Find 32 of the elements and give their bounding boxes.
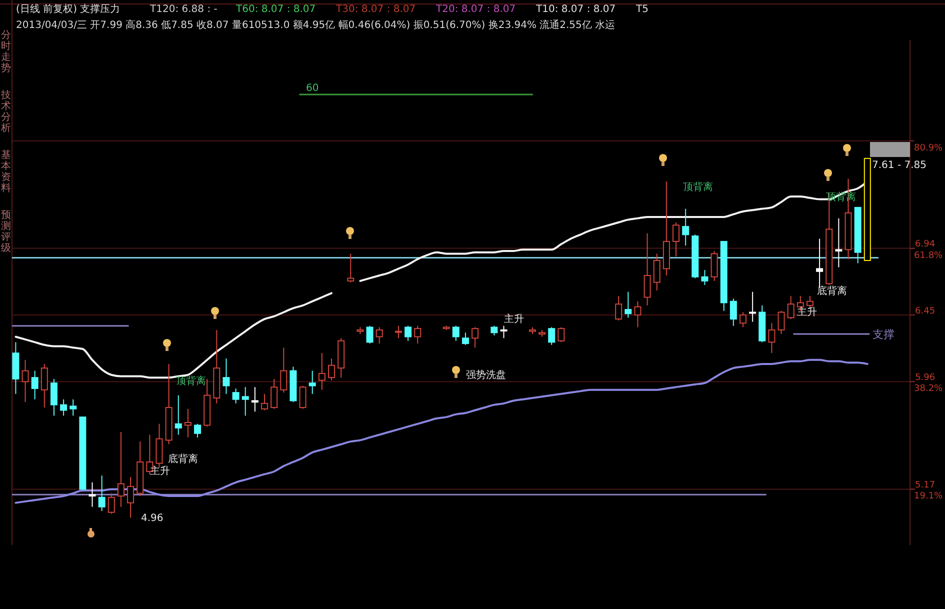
text: T20: 8.07 : 8.07 xyxy=(435,4,516,15)
annotation: 底背离 xyxy=(168,453,198,465)
annotation: 强势洗盘 xyxy=(466,369,506,381)
y-tick-label: 5.17 xyxy=(915,480,936,491)
annotation: 底背离 xyxy=(817,285,847,297)
y2-tick-label: 19.1% xyxy=(914,492,944,502)
text: T10: 8.07 : 8.07 xyxy=(535,4,616,15)
ref-line-label: 支撑 xyxy=(872,328,895,342)
annotation: 主升 xyxy=(504,313,524,325)
annotation: 4.96 xyxy=(141,513,164,524)
text: T30: 8.07 : 8.07 xyxy=(335,4,416,15)
annotation: 顶背离 xyxy=(176,375,206,387)
y2-tick-label: 38.2% xyxy=(914,384,944,394)
text: 技术分析 xyxy=(0,89,11,134)
annotation: 主升 xyxy=(150,465,170,477)
y-tick-label: 5.96 xyxy=(915,373,936,384)
y-tick-label: 6.94 xyxy=(915,240,936,250)
annotation: 7.61 - 7.85 xyxy=(872,160,926,171)
chart-title: (日线 前复权) 支撑压力 xyxy=(16,3,120,15)
text: T60: 8.07 : 8.07 xyxy=(235,4,316,15)
text: T5 xyxy=(635,4,648,15)
text: T120: 6.88 : - xyxy=(149,4,218,15)
annotation: 主升 xyxy=(797,306,817,318)
text: 分时走势 xyxy=(1,29,11,74)
annotation: 60 xyxy=(306,83,319,94)
chart-subtitle: 2013/04/03/三 开7.99 高8.36 低7.85 收8.07 量610513.0 额4.95亿 幅0.46(6.04%) 振0.51(6.70%) 换23.94% 流通2.55亿 水运 xyxy=(16,19,616,31)
annotation: 顶背离 xyxy=(683,181,713,193)
text: 基本资料 xyxy=(1,149,11,194)
y2-tick-label: 61.8% xyxy=(914,250,944,262)
text: 预测评级 xyxy=(1,210,11,254)
y-tick-label: 6.45 xyxy=(915,306,936,316)
y2-tick-label: 80.9% xyxy=(914,143,944,154)
